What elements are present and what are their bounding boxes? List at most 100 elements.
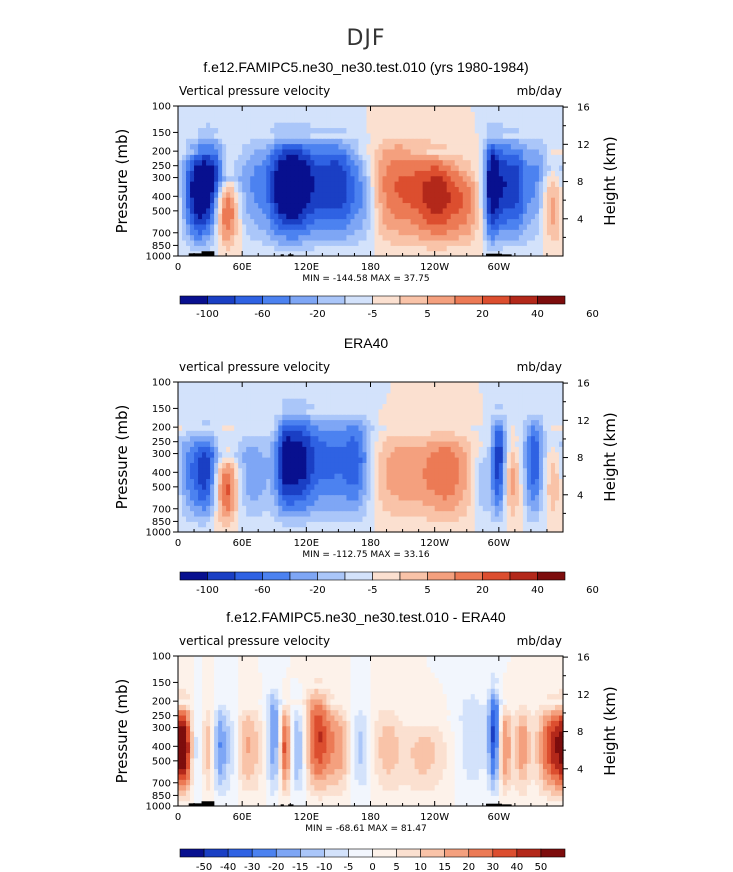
- heatmap-cell: [178, 457, 183, 463]
- heatmap-cell: [454, 234, 460, 241]
- heatmap-cell: [418, 494, 424, 501]
- heatmap-cell: [198, 457, 203, 463]
- heatmap-cell: [214, 191, 219, 198]
- heatmap-cell: [306, 132, 311, 139]
- heatmap-cell: [482, 473, 488, 480]
- heatmap-cell: [410, 234, 416, 241]
- heatmap-cell: [434, 159, 440, 166]
- heatmap-cell: [550, 207, 556, 214]
- heatmap-cell: [390, 483, 396, 490]
- heatmap-cell: [314, 440, 319, 447]
- heatmap-cell: [374, 170, 380, 177]
- heatmap-cell: [218, 435, 223, 442]
- heatmap-cell: [542, 181, 548, 187]
- heatmap-cell: [306, 510, 311, 517]
- heatmap-cell: [442, 175, 448, 182]
- heatmap-cell: [294, 148, 299, 155]
- heatmap-cell: [502, 143, 508, 150]
- heatmap-cell: [414, 175, 420, 182]
- heatmap-cell: [238, 148, 243, 155]
- heatmap-cell: [538, 116, 544, 123]
- heatmap-cell: [378, 521, 384, 528]
- heatmap-cell: [378, 197, 384, 204]
- heatmap-cell: [530, 467, 536, 474]
- heatmap-cell: [298, 457, 303, 463]
- heatmap-cell: [266, 440, 271, 447]
- heatmap-cell: [414, 435, 420, 442]
- heatmap-cell: [222, 191, 227, 198]
- heatmap-cell: [478, 186, 484, 193]
- heatmap-cell: [406, 186, 412, 193]
- heatmap-cell: [302, 159, 307, 166]
- heatmap-cell: [378, 424, 384, 431]
- heatmap-cell: [318, 467, 323, 474]
- heatmap-cell: [398, 202, 404, 209]
- heatmap-cell: [246, 473, 251, 480]
- heatmap-cell: [250, 154, 255, 161]
- heatmap-cell: [490, 505, 496, 512]
- heatmap-cell: [194, 148, 199, 155]
- heatmap-cell: [334, 510, 340, 517]
- heatmap-cell: [510, 229, 516, 236]
- heatmap-cell: [542, 159, 548, 166]
- heatmap-cell: [534, 446, 540, 453]
- heatmap-cell: [542, 127, 548, 134]
- heatmap-cell: [410, 467, 416, 474]
- heatmap-cell: [214, 111, 219, 118]
- heatmap-cell: [322, 218, 327, 225]
- heatmap-cell: [326, 473, 331, 480]
- heatmap-cell: [370, 191, 376, 198]
- heatmap-cell: [338, 197, 344, 204]
- heatmap-cell: [294, 106, 299, 112]
- heatmap-cell: [546, 202, 552, 209]
- heatmap-cell: [326, 239, 331, 246]
- heatmap-cell: [254, 515, 259, 522]
- heatmap-cell: [254, 478, 259, 485]
- heatmap-cell: [478, 234, 484, 241]
- heatmap-cell: [190, 515, 195, 522]
- heatmap-cell: [318, 462, 323, 469]
- heatmap-cell: [314, 510, 319, 517]
- heatmap-cell: [534, 111, 540, 118]
- heatmap-cell: [422, 181, 428, 187]
- heatmap-cell: [386, 132, 392, 139]
- heatmap-cell: [214, 414, 219, 421]
- heatmap-cell: [290, 175, 295, 182]
- heatmap-cell: [342, 467, 348, 474]
- heatmap-cell: [178, 473, 183, 480]
- heatmap-cell: [374, 505, 380, 512]
- heatmap-cell: [186, 494, 191, 501]
- heatmap-cell: [218, 143, 223, 150]
- heatmap-cell: [538, 440, 544, 447]
- heatmap-cell: [238, 218, 243, 225]
- heatmap-cell: [334, 483, 340, 490]
- heatmap-cell: [298, 213, 303, 220]
- heatmap-cell: [226, 127, 231, 134]
- heatmap-cell: [402, 250, 408, 257]
- heatmap-cell: [310, 207, 315, 214]
- heatmap-cell: [446, 197, 452, 204]
- heatmap-cell: [246, 499, 251, 506]
- heatmap-cell: [366, 234, 372, 241]
- heatmap-cell: [274, 489, 279, 496]
- heatmap-cell: [242, 419, 247, 426]
- heatmap-cell: [338, 175, 344, 182]
- heatmap-cell: [266, 473, 271, 480]
- heatmap-cell: [270, 489, 275, 496]
- heatmap-cell: [498, 207, 504, 214]
- heatmap-cell: [546, 526, 552, 533]
- heatmap-cell: [482, 181, 488, 187]
- heatmap-cell: [290, 510, 295, 517]
- heatmap-cell: [542, 239, 548, 246]
- heatmap-cell: [542, 414, 548, 421]
- heatmap-cell: [222, 154, 227, 161]
- heatmap-cell: [494, 419, 500, 426]
- heatmap-cell: [362, 483, 368, 490]
- heatmap-cell: [470, 250, 476, 257]
- heatmap-cell: [186, 159, 191, 166]
- heatmap-cell: [306, 424, 311, 431]
- heatmap-cell: [534, 143, 540, 150]
- heatmap-cell: [486, 159, 492, 166]
- heatmap-cell: [514, 408, 520, 415]
